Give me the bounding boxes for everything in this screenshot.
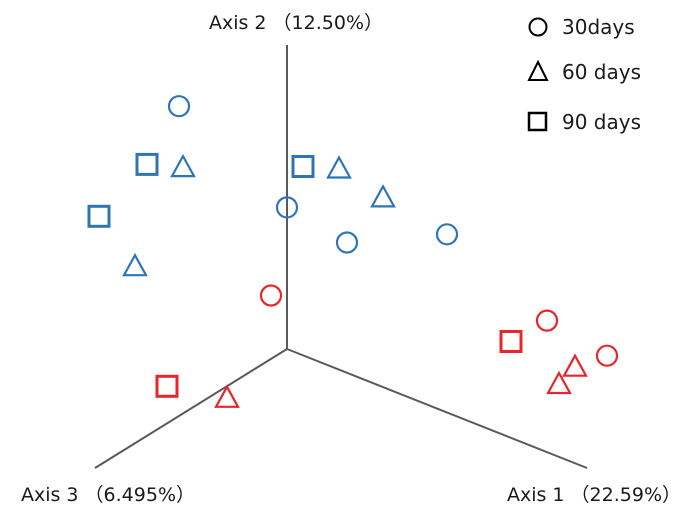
data-point-square-17 <box>499 330 523 353</box>
data-point-triangle-15 <box>546 370 572 395</box>
axis-1-label: Axis 1 （22.59%） <box>507 484 681 506</box>
data-point-circle-1 <box>435 223 459 246</box>
data-point-circle-3 <box>335 231 359 254</box>
axis-labels: Axis 2 （12.50%） Axis 1 （22.59%） Axis 3 （… <box>21 12 681 506</box>
data-point-circle-2 <box>275 196 299 219</box>
data-point-triangle-6 <box>170 153 196 178</box>
axis-3-label: Axis 3 （6.495%） <box>21 484 195 506</box>
data-point-square-10 <box>87 204 111 228</box>
data-point-circle-13 <box>259 284 283 307</box>
legend-label-60days: 60 days <box>562 60 641 84</box>
legend-label-90days: 90 days <box>562 110 641 134</box>
data-point-triangle-16 <box>214 384 240 408</box>
data-point-circle-12 <box>595 344 619 367</box>
legend-circle-icon <box>528 17 548 37</box>
legend-square-icon <box>527 111 548 132</box>
data-points <box>87 95 619 408</box>
legend-item-90days: 90 days <box>527 110 641 134</box>
legend: 30days 60 days 90 days <box>527 15 641 134</box>
axis-3-line <box>94 348 288 469</box>
data-point-triangle-5 <box>370 184 396 208</box>
legend-item-60days: 60 days <box>527 59 641 84</box>
axis-1-line <box>286 348 588 469</box>
data-point-triangle-14 <box>562 353 588 377</box>
data-point-circle-0 <box>167 95 191 118</box>
data-point-circle-11 <box>535 309 559 332</box>
legend-item-30days: 30days <box>528 15 635 39</box>
data-point-triangle-4 <box>326 155 352 179</box>
data-point-triangle-7 <box>122 252 148 277</box>
data-point-square-9 <box>135 152 159 176</box>
axis-2-label: Axis 2 （12.50%） <box>209 12 383 34</box>
data-point-square-8 <box>291 155 315 178</box>
legend-triangle-icon <box>527 59 549 81</box>
data-point-square-18 <box>155 374 179 398</box>
legend-label-30days: 30days <box>562 15 635 39</box>
